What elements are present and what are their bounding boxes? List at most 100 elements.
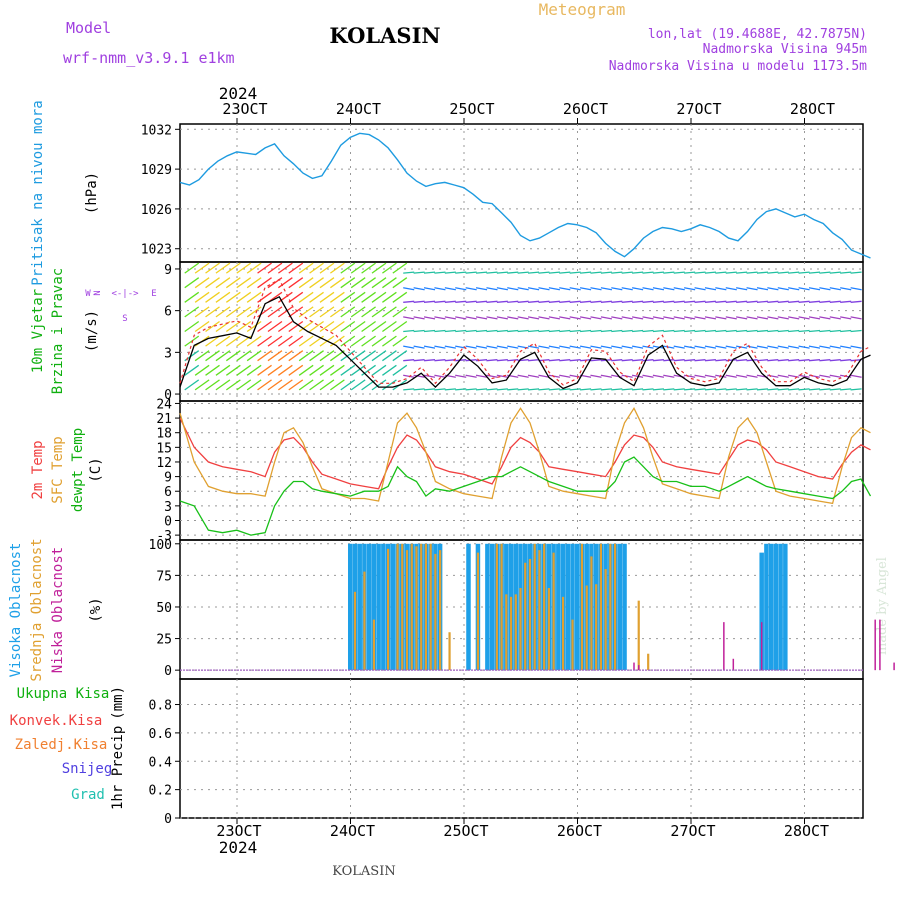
wind-barb (538, 300, 550, 303)
wind-barb (194, 291, 210, 303)
wind-barb (725, 388, 737, 391)
wind-barb (777, 345, 789, 349)
wind-barb (340, 379, 356, 391)
wind-barb (455, 329, 467, 333)
cloud-bar (783, 543, 788, 671)
wind-barb (403, 287, 415, 291)
wind-barb (225, 306, 241, 318)
wind-barb (413, 329, 425, 333)
y-tick-label: 1023 (141, 243, 172, 258)
wind-barb (423, 388, 436, 391)
cloud-bar (357, 543, 362, 671)
wind-barb (361, 277, 376, 289)
wind-barb (486, 271, 498, 274)
wind-barb (277, 379, 293, 391)
station-title: KOLASIN (329, 23, 440, 48)
wind-barb (725, 329, 737, 333)
wind-barb (236, 291, 252, 303)
wind-barb (309, 364, 324, 376)
grid-layer (180, 124, 863, 819)
wind-barb (798, 329, 810, 333)
wind-barb (767, 316, 779, 320)
wind-barb (528, 329, 540, 333)
wind-barb (486, 374, 498, 378)
precip-label: 1hr Precip (mm) (110, 686, 126, 810)
wind-barb (403, 329, 415, 333)
wind-barb (538, 287, 550, 291)
y-tick-label: 0.6 (149, 727, 172, 742)
wind-barb (652, 316, 665, 320)
wind-barb (225, 379, 241, 391)
wind-barb (704, 329, 716, 333)
wind-barb (548, 388, 560, 391)
wind-barb (413, 388, 425, 391)
wind-barb (277, 306, 293, 318)
wind-barb (590, 300, 602, 303)
wind-barb (371, 277, 387, 289)
cloud-bar (528, 558, 532, 671)
wind-speed-line (179, 295, 871, 390)
wind-barb (684, 359, 696, 362)
wind-barb (246, 350, 262, 362)
wind-barb (590, 316, 602, 320)
wind-barb (350, 320, 366, 333)
wind-barb (736, 374, 748, 378)
wind-barb (756, 316, 769, 320)
wind-barb (350, 262, 366, 274)
wind-barb (236, 277, 252, 289)
wind-barb (444, 388, 456, 391)
wind-barb (444, 287, 456, 291)
wind-barb (548, 345, 560, 349)
wind-barb (684, 329, 696, 333)
wind-barb (590, 388, 602, 391)
wind-barb (611, 300, 623, 303)
wind-barb (382, 262, 397, 274)
compass-s: S (122, 314, 127, 324)
wind-barb (559, 287, 571, 291)
wind-barb (403, 300, 415, 303)
wind-barb (267, 350, 283, 362)
wind-barb (632, 271, 644, 274)
wind-barb (340, 262, 356, 274)
wind-barb (496, 287, 508, 291)
cloud-bar (585, 585, 588, 671)
cloud-bar (613, 543, 617, 671)
wind-barb (455, 287, 467, 291)
wind-barb (423, 374, 436, 378)
wind-barb (392, 350, 408, 362)
wind-barb (486, 359, 498, 362)
wind-barb (382, 320, 397, 333)
cloud-bar (524, 562, 527, 671)
wind-barb (819, 287, 831, 291)
wind-barb (538, 329, 550, 333)
wind-barb (600, 345, 613, 349)
wind-barb (298, 306, 314, 318)
wind-barb (559, 300, 571, 303)
wind-barb (319, 350, 335, 362)
wind-barb (319, 291, 335, 303)
wind-barb (798, 287, 810, 291)
wind-barb (767, 300, 779, 303)
wind-barb (663, 374, 675, 378)
wind-barb (330, 291, 345, 303)
wind-barb (413, 359, 425, 362)
cloud-bar (466, 543, 471, 671)
wind-barb (215, 262, 231, 274)
wind-barb (184, 262, 200, 274)
wind-barb (829, 374, 841, 378)
wind-barb (455, 388, 467, 391)
cloud-bar (424, 543, 428, 671)
wind-barb (850, 329, 862, 333)
wind-barb (382, 364, 397, 376)
cloud-bar (637, 600, 640, 671)
cloud-bar (590, 556, 593, 671)
wind-barb (205, 306, 220, 318)
wind-barb (590, 271, 602, 274)
wind-barb (673, 388, 685, 391)
wind-barb (715, 316, 727, 320)
wind-barb (371, 262, 387, 274)
wind-barb (840, 388, 852, 391)
wind-barb (517, 300, 529, 303)
top-date-label: 24OCT (336, 100, 381, 118)
compass-legend: N W E S <-|-> (85, 289, 156, 324)
